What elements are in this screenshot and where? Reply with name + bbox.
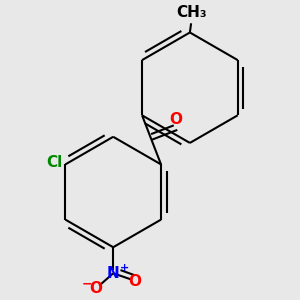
Text: O: O: [89, 280, 102, 296]
Text: O: O: [128, 274, 141, 289]
Text: Cl: Cl: [46, 155, 62, 170]
Text: CH₃: CH₃: [176, 5, 207, 20]
Text: +: +: [120, 263, 129, 273]
Text: −: −: [82, 278, 92, 291]
Text: O: O: [169, 112, 182, 127]
Text: N: N: [107, 266, 120, 281]
